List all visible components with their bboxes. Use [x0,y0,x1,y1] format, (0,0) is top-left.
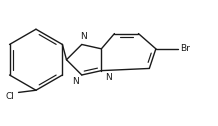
Text: N: N [81,32,87,41]
Text: N: N [105,73,111,82]
Text: Br: Br [180,44,190,53]
Text: N: N [72,77,78,86]
Text: Cl: Cl [5,92,14,101]
